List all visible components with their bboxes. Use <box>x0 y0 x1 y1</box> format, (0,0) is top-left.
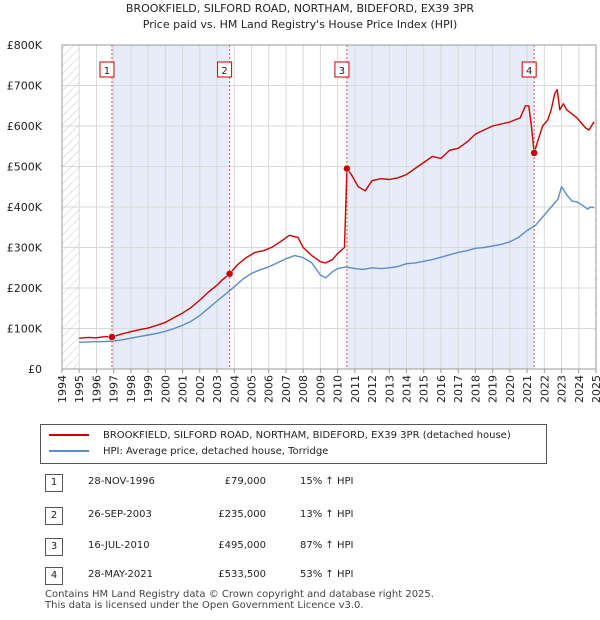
x-tick-label: 2013 <box>383 375 396 403</box>
x-tick-label: 2008 <box>297 375 310 403</box>
legend-label-property: BROOKFIELD, SILFORD ROAD, NORTHAM, BIDEF… <box>103 430 511 441</box>
y-tick-label: £800K <box>7 39 43 52</box>
x-tick-label: 2003 <box>211 375 224 403</box>
legend-item-hpi: HPI: Average price, detached house, Torr… <box>49 444 328 460</box>
sale-hpi-change: 87% ↑ HPI <box>300 540 354 551</box>
legend-swatch-hpi <box>49 450 89 452</box>
x-tick-label: 2022 <box>538 375 551 403</box>
chart-subtitle: Price paid vs. HM Land Registry's House … <box>143 18 458 31</box>
x-tick-label: 2000 <box>159 375 172 403</box>
sale-marker <box>225 270 234 278</box>
series-line-hpi <box>79 186 595 343</box>
x-tick-label: 1995 <box>73 375 86 403</box>
x-tick-label: 2006 <box>263 375 276 403</box>
sale-price: £533,500 <box>218 569 266 580</box>
x-tick-label: 2001 <box>177 375 190 403</box>
sale-badge-box <box>217 61 233 78</box>
footer-copyright: Contains HM Land Registry data © Crown c… <box>45 589 434 600</box>
chart: BROOKFIELD, SILFORD ROAD, NORTHAM, BIDEF… <box>7 2 600 403</box>
x-tick-label: 2004 <box>228 375 241 403</box>
x-tick-label: 1994 <box>56 375 69 403</box>
x-tick-label: 1996 <box>90 375 103 403</box>
x-tick-label: 2024 <box>573 375 586 403</box>
sale-number: 1 <box>45 474 63 492</box>
x-tick-label: 1998 <box>125 375 138 403</box>
x-tick-label: 2025 <box>590 375 600 403</box>
sale-price: £235,000 <box>218 509 266 520</box>
sale-date: 28-MAY-2021 <box>88 569 154 580</box>
y-tick-label: £500K <box>7 161 43 174</box>
table-row: 1 28-NOV-1996 £79,000 15% ↑ HPI <box>40 474 560 492</box>
sale-number: 2 <box>45 507 63 525</box>
table-row: 3 16-JUL-2010 £495,000 87% ↑ HPI <box>40 538 560 556</box>
x-tick-label: 2018 <box>469 375 482 403</box>
sale-price: £495,000 <box>218 540 266 551</box>
chart-title: BROOKFIELD, SILFORD ROAD, NORTHAM, BIDEF… <box>126 2 475 15</box>
sale-date: 26-SEP-2003 <box>88 509 152 520</box>
x-tick-label: 2011 <box>349 375 362 403</box>
legend: BROOKFIELD, SILFORD ROAD, NORTHAM, BIDEF… <box>40 424 547 464</box>
sale-badge-label: 4 <box>526 66 532 77</box>
y-tick-label: £300K <box>7 242 43 255</box>
x-tick-label: 1999 <box>142 375 155 403</box>
sale-badge-box <box>99 61 115 78</box>
x-tick-label: 2019 <box>487 375 500 403</box>
y-tick-label: £0 <box>28 363 42 376</box>
hatch-regions <box>62 45 596 369</box>
x-tick-label: 2002 <box>194 375 207 403</box>
sale-number: 3 <box>45 538 63 556</box>
sale-badge-box <box>334 61 350 78</box>
hatch-region-left <box>62 45 80 369</box>
table-row: 4 28-MAY-2021 £533,500 53% ↑ HPI <box>40 567 560 585</box>
legend-label-hpi: HPI: Average price, detached house, Torr… <box>103 446 329 457</box>
sale-date: 28-NOV-1996 <box>88 476 155 487</box>
sale-badges: 1 2 3 4 <box>99 61 537 78</box>
x-tick-label: 2020 <box>504 375 517 403</box>
sale-date: 16-JUL-2010 <box>88 540 150 551</box>
table-row: 2 26-SEP-2003 £235,000 13% ↑ HPI <box>40 507 560 525</box>
y-tick-label: £200K <box>7 282 43 295</box>
x-tick-label: 2017 <box>452 375 465 403</box>
sale-marker <box>108 333 116 341</box>
sale-vlines <box>111 45 535 369</box>
x-tick-label: 2021 <box>521 375 534 403</box>
x-tick-label: 2007 <box>280 375 293 403</box>
x-tick-label: 2012 <box>366 375 379 403</box>
footer: Contains HM Land Registry data © Crown c… <box>45 589 434 611</box>
sale-marker <box>343 164 351 173</box>
x-tick-label: 2014 <box>401 375 414 403</box>
x-tick-label: 2023 <box>556 375 569 403</box>
legend-item-property: BROOKFIELD, SILFORD ROAD, NORTHAM, BIDEF… <box>49 428 511 444</box>
sale-badge-label: 1 <box>104 66 110 77</box>
y-tick-label: £100K <box>7 323 43 336</box>
x-tick-label: 2005 <box>245 375 258 403</box>
axes: £0 £100K £200K £300K £400K £500K £600K £700K £80… <box>7 39 600 403</box>
x-tick-label: 2016 <box>435 375 448 403</box>
sale-hpi-change: 15% ↑ HPI <box>300 476 354 487</box>
plot-frame <box>61 44 597 370</box>
series-line-property <box>79 88 595 339</box>
y-tick-label: £400K <box>7 201 43 214</box>
hatch-region-right <box>594 45 596 369</box>
footer-license: This data is licensed under the Open Gov… <box>45 600 364 611</box>
x-tick-label: 1997 <box>108 375 121 403</box>
y-tick-label: £700K <box>7 80 43 93</box>
sale-price: £79,000 <box>224 476 266 487</box>
sale-badge-label: 2 <box>221 66 227 77</box>
series-lines <box>79 88 595 343</box>
sale-badge-box <box>521 61 537 78</box>
sale-markers <box>108 149 538 341</box>
sale-marker <box>530 149 538 157</box>
sale-hpi-change: 13% ↑ HPI <box>300 509 354 520</box>
x-tick-label: 2010 <box>332 375 345 403</box>
y-tick-label: £600K <box>7 120 43 133</box>
x-tick-label: 2009 <box>314 375 327 403</box>
x-tick-label: 2015 <box>418 375 431 403</box>
sale-number: 4 <box>45 567 63 585</box>
sale-badge-label: 3 <box>339 66 345 77</box>
legend-swatch-property <box>49 434 89 436</box>
sale-hpi-change: 53% ↑ HPI <box>300 569 354 580</box>
grid <box>61 44 597 370</box>
